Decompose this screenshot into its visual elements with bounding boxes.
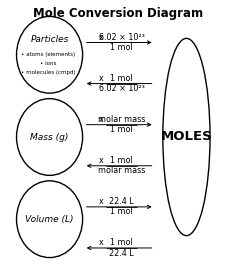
Text: 1 mol: 1 mol: [110, 238, 133, 247]
Text: molar mass: molar mass: [98, 166, 145, 175]
Text: x: x: [99, 74, 104, 83]
Text: Volume (L): Volume (L): [25, 215, 74, 224]
Text: 22.4 L: 22.4 L: [109, 197, 134, 206]
Text: • atoms (elements): • atoms (elements): [21, 52, 76, 57]
Text: 1 mol: 1 mol: [110, 43, 133, 52]
Text: 1 mol: 1 mol: [110, 74, 133, 83]
Text: Mass (g): Mass (g): [30, 133, 69, 141]
Text: Particles: Particles: [30, 35, 69, 44]
Text: • ions: • ions: [40, 61, 57, 66]
Text: 6.02 × 10²³: 6.02 × 10²³: [99, 84, 144, 93]
Text: x: x: [99, 156, 104, 165]
Text: x: x: [99, 115, 104, 124]
Text: 1 mol: 1 mol: [110, 207, 133, 216]
Text: x: x: [99, 238, 104, 247]
Text: 22.4 L: 22.4 L: [109, 249, 134, 258]
Text: 1 mol: 1 mol: [110, 156, 133, 165]
Text: Mole Conversion Diagram: Mole Conversion Diagram: [33, 7, 203, 20]
Text: • molecules (cmpd): • molecules (cmpd): [21, 70, 76, 75]
Text: MOLES: MOLES: [160, 130, 212, 144]
Text: x: x: [99, 33, 104, 42]
Text: x: x: [99, 197, 104, 206]
Text: 1 mol: 1 mol: [110, 125, 133, 134]
Text: 6.02 × 10²³: 6.02 × 10²³: [99, 33, 144, 42]
Text: molar mass: molar mass: [98, 115, 145, 124]
